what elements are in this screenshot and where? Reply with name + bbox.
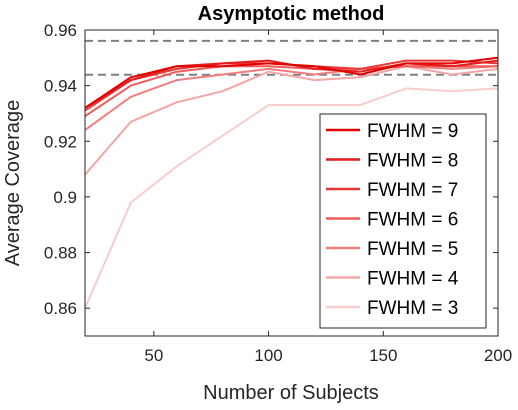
legend: FWHM = 9 FWHM = 8 FWHM = 7 FWHM = 6 FWHM = 5… [319, 113, 487, 329]
x-tick-label: 50 [144, 346, 163, 365]
series-line-1 [84, 56, 499, 109]
plot-box [84, 29, 499, 337]
series-line-7 [84, 87, 499, 309]
legend-label-3: FWHM = 7 [367, 180, 458, 201]
legend-label-2: FWHM = 8 [367, 151, 458, 172]
x-tick-label: 100 [254, 346, 282, 365]
x-axis-label: Number of Subjects [203, 382, 379, 404]
series-lines [84, 56, 499, 309]
legend-label-5: FWHM = 5 [367, 239, 458, 260]
legend-label-6: FWHM = 4 [367, 269, 459, 290]
x-tick-label: 200 [484, 346, 512, 365]
y-tick-label: 0.94 [44, 77, 77, 96]
x-tick-label: 150 [369, 346, 397, 365]
y-tick-label: 0.92 [44, 132, 77, 151]
y-tick-label: 0.86 [44, 299, 77, 318]
y-axis-label: Average Coverage [2, 100, 24, 266]
series-line-6 [84, 65, 499, 176]
series-line-5 [84, 65, 499, 131]
legend-box [319, 113, 487, 329]
y-tick-label: 0.9 [53, 188, 77, 207]
series-line-4 [84, 65, 498, 118]
chart-title: Asymptotic method [198, 3, 385, 25]
legend-label-1: FWHM = 9 [367, 121, 458, 142]
legend-label-7: FWHM = 3 [367, 298, 458, 319]
y-tick-label: 0.96 [44, 21, 77, 40]
y-tick-label: 0.88 [44, 244, 77, 263]
y-axis: 0.86 0.88 0.9 0.92 0.94 0.96 [44, 21, 498, 318]
legend-label-4: FWHM = 6 [367, 210, 458, 231]
x-axis: 50 100 150 200 [144, 30, 512, 365]
